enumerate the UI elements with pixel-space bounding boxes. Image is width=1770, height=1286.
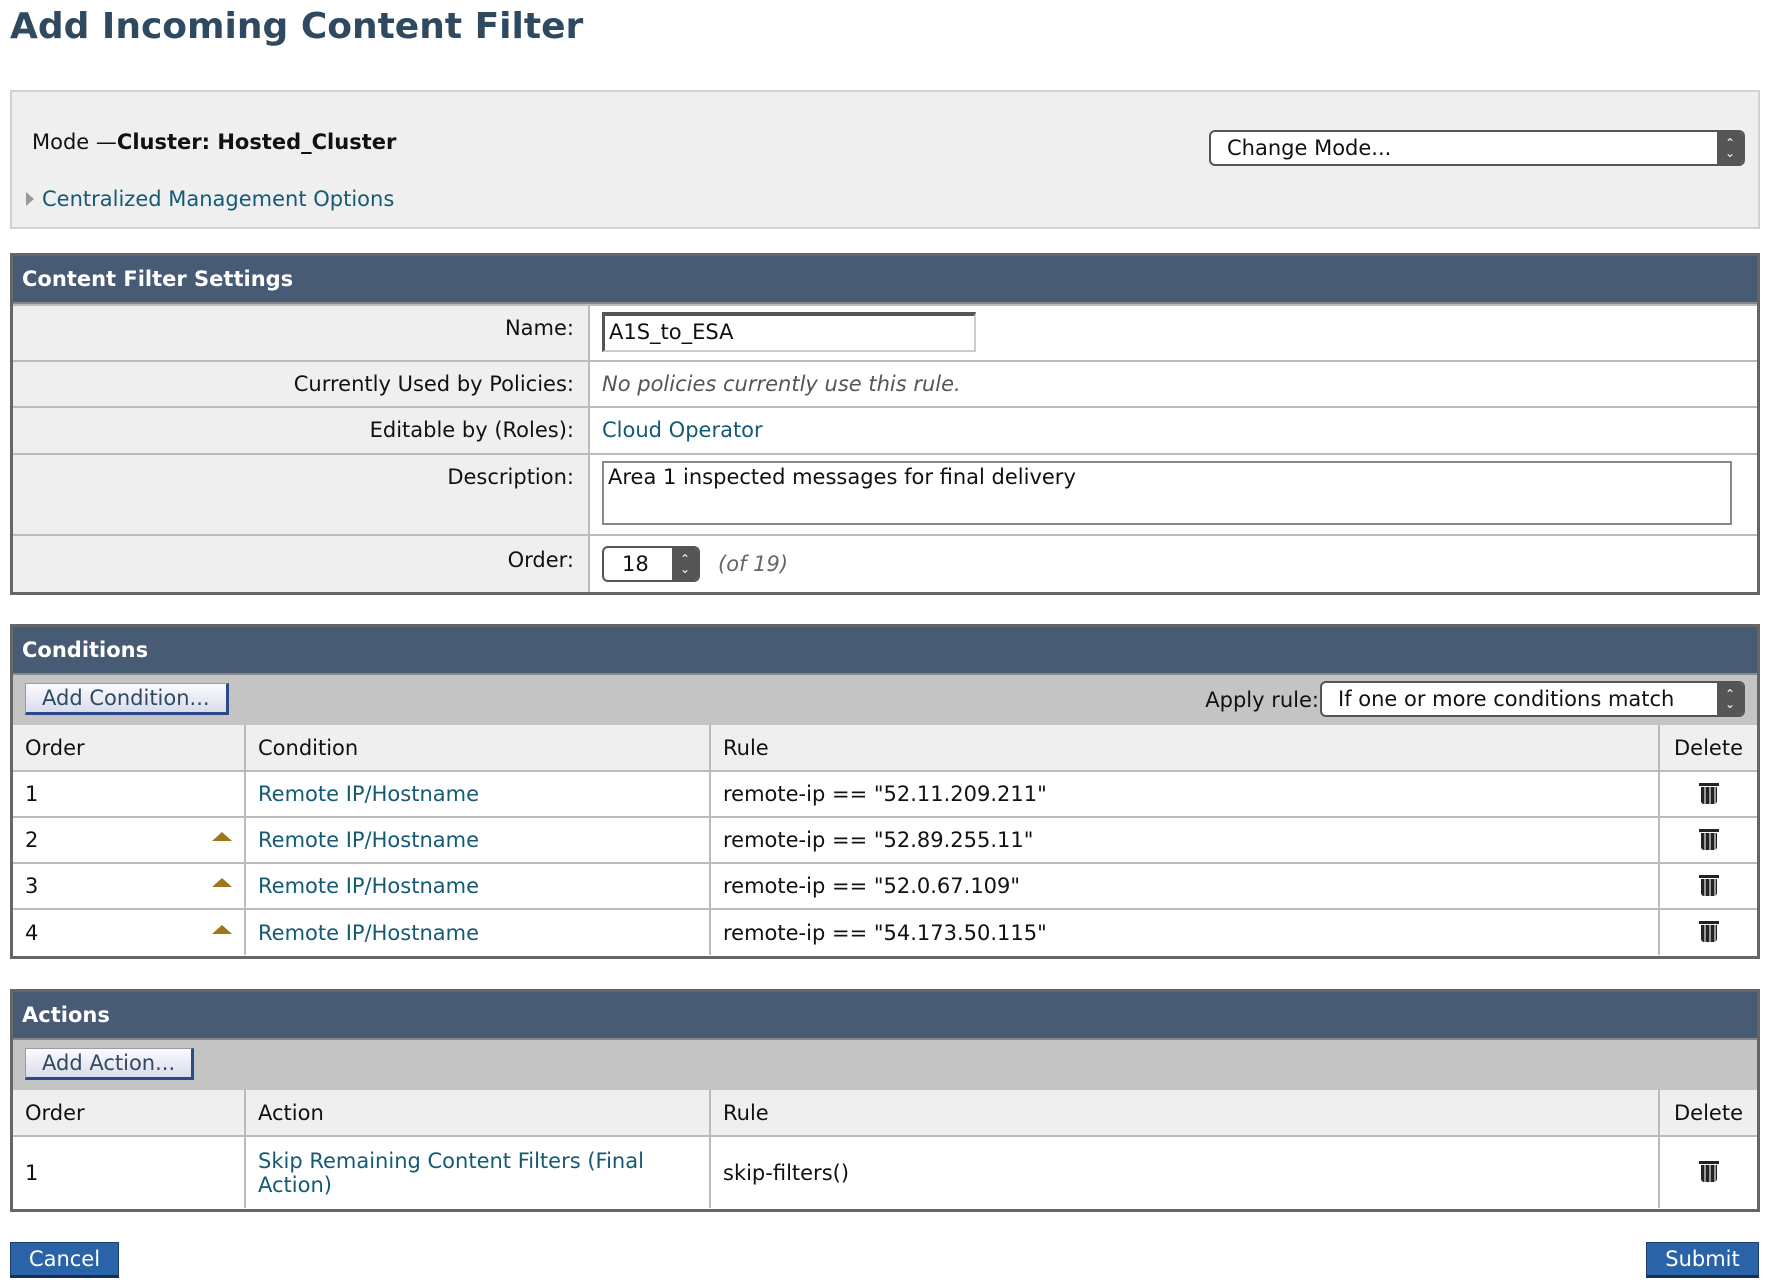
change-mode-select[interactable]: Change Mode... ⌃ ⌄ bbox=[1209, 130, 1745, 166]
actions-toolbar: Add Action... bbox=[13, 1040, 1757, 1090]
select-arrows-icon: ⌃ ⌄ bbox=[1717, 683, 1743, 715]
roles-label: Editable by (Roles): bbox=[13, 408, 590, 453]
move-up-icon[interactable] bbox=[212, 924, 232, 934]
centralized-management-link[interactable]: Centralized Management Options bbox=[42, 187, 395, 211]
action-link[interactable]: Skip Remaining Content Filters (Final Ac… bbox=[258, 1148, 644, 1197]
table-row: 2 Remote IP/Hostname remote-ip == "52.89.2… bbox=[13, 816, 1757, 863]
table-row: 3 Remote IP/Hostname remote-ip == "52.0.67… bbox=[13, 862, 1757, 909]
panel-header: Actions bbox=[13, 992, 1757, 1040]
column-header: Condition bbox=[244, 725, 710, 772]
change-mode-value: Change Mode... bbox=[1227, 136, 1392, 160]
mode-box: Mode —Cluster: Hosted_Cluster Centralize… bbox=[10, 90, 1760, 229]
rule-cell: skip-filters() bbox=[709, 1135, 1659, 1208]
order-total: (of 19) bbox=[718, 552, 789, 576]
description-textarea[interactable]: Area 1 inspected messages for final deli… bbox=[602, 461, 1732, 525]
mode-label: Mode —Cluster: Hosted_Cluster bbox=[32, 130, 396, 154]
trash-icon[interactable] bbox=[1698, 918, 1719, 942]
name-input[interactable]: A1S_to_ESA bbox=[602, 312, 976, 352]
condition-link[interactable]: Remote IP/Hostname bbox=[258, 920, 480, 945]
order-cell: 2 bbox=[25, 828, 39, 852]
expand-triangle-icon bbox=[26, 192, 34, 206]
select-arrows-icon: ⌃ ⌄ bbox=[672, 548, 698, 580]
column-header: Order bbox=[13, 725, 245, 772]
mode-prefix: Mode — bbox=[32, 130, 117, 154]
actions-panel: Actions Add Action... Order Action Rule Del… bbox=[10, 989, 1760, 1212]
mode-value: Cluster: Hosted_Cluster bbox=[116, 130, 397, 154]
add-action-button[interactable]: Add Action... bbox=[25, 1048, 195, 1080]
column-header: Rule bbox=[709, 725, 1659, 772]
order-cell: 1 bbox=[25, 782, 39, 806]
rule-cell: remote-ip == "54.173.50.115" bbox=[709, 908, 1659, 955]
column-header: Delete bbox=[1658, 725, 1757, 772]
name-label: Name: bbox=[13, 306, 590, 360]
condition-link[interactable]: Remote IP/Hostname bbox=[258, 874, 480, 898]
table-row: 1 Skip Remaining Content Filters (Final A… bbox=[13, 1135, 1757, 1208]
trash-icon[interactable] bbox=[1698, 872, 1719, 896]
trash-icon[interactable] bbox=[1698, 780, 1719, 804]
column-header: Delete bbox=[1658, 1090, 1757, 1137]
rule-cell: remote-ip == "52.11.209.211" bbox=[709, 770, 1659, 817]
centralized-management-toggle[interactable]: Centralized Management Options bbox=[26, 187, 394, 211]
used-by-label: Currently Used by Policies: bbox=[13, 362, 590, 406]
conditions-table: Order Condition Rule Delete 1 Remote IP/Host… bbox=[13, 725, 1757, 955]
column-header: Action bbox=[244, 1090, 710, 1137]
submit-button[interactable]: Submit bbox=[1646, 1242, 1759, 1278]
move-up-icon[interactable] bbox=[212, 832, 232, 841]
order-select[interactable]: 18 ⌃ ⌄ bbox=[602, 546, 700, 582]
description-label: Description: bbox=[13, 455, 590, 534]
trash-icon[interactable] bbox=[1698, 1158, 1719, 1182]
condition-link[interactable]: Remote IP/Hostname bbox=[258, 828, 480, 852]
rule-cell: remote-ip == "52.0.67.109" bbox=[709, 862, 1659, 909]
apply-rule-label: Apply rule: bbox=[1205, 688, 1319, 712]
select-arrows-icon: ⌃ ⌄ bbox=[1717, 132, 1743, 164]
table-row: 4 Remote IP/Hostname remote-ip == "54.173.… bbox=[13, 908, 1757, 955]
order-value: 18 bbox=[622, 552, 649, 576]
apply-rule-value: If one or more conditions match bbox=[1338, 687, 1675, 711]
move-up-icon[interactable] bbox=[212, 878, 232, 887]
content-filter-settings-panel: Content Filter Settings Name: A1S_to_ESA … bbox=[10, 253, 1760, 595]
order-cell: 4 bbox=[25, 920, 39, 945]
actions-table: Order Action Rule Delete 1 Skip Remaining Co… bbox=[13, 1090, 1757, 1208]
trash-icon[interactable] bbox=[1698, 826, 1719, 850]
column-header: Order bbox=[13, 1090, 245, 1137]
rule-cell: remote-ip == "52.89.255.11" bbox=[709, 816, 1659, 863]
panel-header: Content Filter Settings bbox=[13, 256, 1757, 304]
order-cell: 1 bbox=[13, 1135, 245, 1208]
order-label: Order: bbox=[13, 536, 590, 592]
conditions-panel: Conditions Add Condition... Apply rule: … bbox=[10, 624, 1760, 959]
order-cell: 3 bbox=[25, 874, 39, 898]
column-header: Rule bbox=[709, 1090, 1659, 1137]
page-title: Add Incoming Content Filter bbox=[10, 6, 584, 47]
used-by-value: No policies currently use this rule. bbox=[602, 372, 961, 396]
condition-link[interactable]: Remote IP/Hostname bbox=[258, 782, 480, 806]
apply-rule-select[interactable]: If one or more conditions match ⌃ ⌄ bbox=[1320, 681, 1745, 717]
conditions-toolbar: Add Condition... Apply rule: If one or m… bbox=[13, 675, 1757, 725]
cancel-button[interactable]: Cancel bbox=[10, 1242, 119, 1278]
add-condition-button[interactable]: Add Condition... bbox=[25, 683, 229, 715]
panel-header: Conditions bbox=[13, 627, 1757, 675]
roles-link[interactable]: Cloud Operator bbox=[602, 418, 763, 442]
table-row: 1 Remote IP/Hostname remote-ip == "52.11.2… bbox=[13, 770, 1757, 817]
